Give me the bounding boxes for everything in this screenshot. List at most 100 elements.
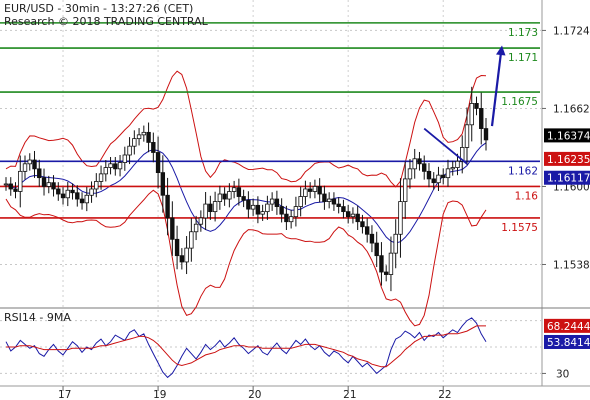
candle-body bbox=[331, 198, 337, 205]
candle-body bbox=[364, 226, 370, 235]
candle-body bbox=[231, 187, 237, 192]
candle-body bbox=[436, 174, 441, 184]
candle-body bbox=[165, 194, 170, 219]
candle-body bbox=[41, 177, 47, 187]
candle-body bbox=[350, 213, 356, 218]
chart-copyright: Research © 2018 TRADING CENTRAL bbox=[4, 15, 209, 28]
candlesticks bbox=[3, 86, 489, 292]
date-tick-label: 20 bbox=[248, 389, 261, 400]
date-tick-label: 21 bbox=[343, 389, 356, 400]
candle-body bbox=[422, 163, 427, 172]
candle-body bbox=[179, 255, 185, 263]
candle-body bbox=[108, 163, 113, 168]
rsi-value-tag: 53.8414 bbox=[547, 337, 590, 349]
candle-body bbox=[60, 193, 66, 199]
price-tag: 1.16117 bbox=[547, 173, 590, 185]
candle-body bbox=[193, 223, 199, 233]
candle-body bbox=[203, 203, 208, 219]
candle-body bbox=[27, 159, 32, 165]
candle-body bbox=[322, 193, 327, 202]
candle-body bbox=[198, 217, 204, 225]
candle-body bbox=[46, 182, 51, 187]
candle-body bbox=[260, 211, 265, 215]
candle-body bbox=[369, 233, 375, 244]
candle-body bbox=[208, 203, 213, 213]
rsi-panel-title: RSI14 - 9MA bbox=[4, 311, 71, 324]
candle-body bbox=[464, 124, 470, 148]
price-level-lines: 1.173 1.171 1.1675 1.162 1.16 1.1575 bbox=[0, 22, 540, 234]
moving-average bbox=[5, 142, 487, 244]
annotations bbox=[423, 45, 506, 165]
candle-body bbox=[474, 103, 479, 109]
rsi-ma-line bbox=[6, 325, 486, 368]
candle-body bbox=[94, 181, 99, 190]
price-tag-bg bbox=[544, 151, 590, 166]
candle-body bbox=[113, 163, 118, 170]
candle-body bbox=[483, 128, 489, 141]
candle-body bbox=[279, 206, 284, 215]
candle-body bbox=[445, 168, 451, 179]
candle-body bbox=[217, 193, 223, 202]
date-tick-label: 19 bbox=[153, 389, 166, 400]
candle-body bbox=[455, 160, 460, 168]
candle-body bbox=[189, 231, 194, 249]
price-tick-label: 1.1662 bbox=[553, 103, 590, 115]
price-tags: 1.16374 1.16235 1.16117 68.2444 53.8414 bbox=[544, 128, 590, 349]
date-tick-label: 17 bbox=[58, 389, 71, 400]
candle-body bbox=[403, 178, 408, 202]
level-label-pivot: 1.162 bbox=[508, 165, 538, 177]
candle-body bbox=[160, 172, 166, 196]
level-label-resistance: 1.173 bbox=[508, 27, 538, 39]
candle-body bbox=[70, 189, 75, 194]
candle-body bbox=[374, 242, 379, 257]
candle-body bbox=[170, 217, 175, 240]
candle-body bbox=[345, 211, 351, 218]
candle-body bbox=[284, 213, 289, 223]
price-tag-bg bbox=[544, 170, 590, 185]
candle-body bbox=[32, 159, 37, 170]
price-tick-label: 1.1724 bbox=[553, 25, 590, 37]
rsi-value-tag-bg bbox=[544, 318, 590, 333]
up-arrow-icon bbox=[496, 45, 506, 56]
candle-body bbox=[303, 188, 308, 197]
candle-body bbox=[13, 188, 18, 192]
candle-body bbox=[341, 206, 346, 213]
candle-body bbox=[460, 147, 465, 162]
candle-body bbox=[269, 198, 275, 205]
candle-body bbox=[288, 216, 294, 223]
bollinger-bands bbox=[5, 70, 487, 327]
candle-body bbox=[441, 174, 446, 179]
candle-body bbox=[22, 163, 28, 172]
candle-body bbox=[3, 183, 9, 186]
candle-body bbox=[98, 173, 104, 182]
candle-body bbox=[18, 170, 23, 192]
level-label-support: 1.16 bbox=[515, 190, 539, 202]
candle-body bbox=[388, 252, 394, 275]
candle-body bbox=[255, 204, 261, 215]
candle-body bbox=[89, 188, 94, 196]
candle-body bbox=[307, 188, 313, 192]
candle-body bbox=[274, 198, 280, 207]
candle-body bbox=[84, 194, 89, 204]
candle-body bbox=[127, 145, 132, 156]
level-label-resistance: 1.1675 bbox=[501, 96, 538, 108]
candle-body bbox=[246, 199, 251, 210]
chart-title: EUR/USD - 30min - 13:27:26 (CET) bbox=[4, 2, 193, 15]
level-label-support: 1.1575 bbox=[501, 222, 538, 234]
candle-body bbox=[479, 108, 484, 129]
candle-body bbox=[117, 162, 123, 170]
candle-body bbox=[212, 201, 218, 213]
candle-body bbox=[132, 138, 137, 147]
candle-body bbox=[146, 131, 151, 143]
candle-body bbox=[379, 255, 384, 273]
bollinger-lower bbox=[5, 189, 487, 327]
projection-arrow-shaft bbox=[490, 52, 503, 127]
price-tick-label: 1.1538 bbox=[553, 259, 590, 271]
candle-body bbox=[417, 158, 422, 165]
candle-body bbox=[250, 204, 256, 210]
candle-body bbox=[398, 201, 403, 235]
candle-body bbox=[141, 131, 147, 136]
